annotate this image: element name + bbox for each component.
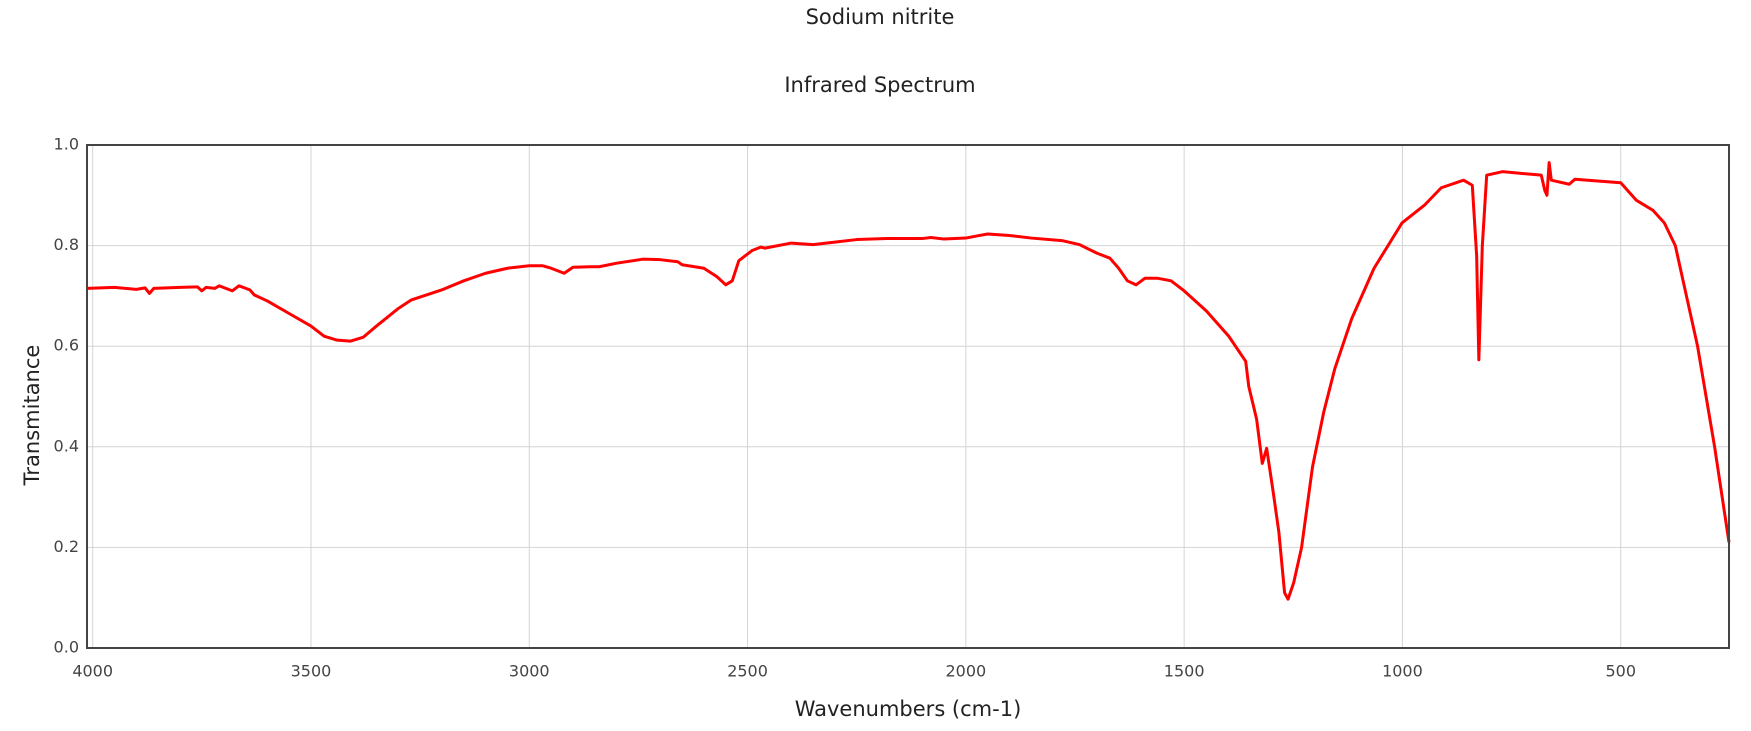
x-tick-label: 2500 <box>727 662 768 681</box>
spectrum-line <box>86 161 1731 601</box>
y-tick-label: 0.8 <box>54 235 79 254</box>
y-tick-label: 0.4 <box>54 436 79 455</box>
y-axis-label: Transmitance <box>20 345 44 487</box>
x-tick-label: 1000 <box>1382 662 1423 681</box>
x-tick-label: 3500 <box>291 662 332 681</box>
plot-frame <box>86 144 1730 649</box>
x-axis-label: Wavenumbers (cm-1) <box>795 697 1022 721</box>
x-tick-label: 500 <box>1605 662 1636 681</box>
x-tick-label: 3000 <box>509 662 550 681</box>
x-tick-label: 4000 <box>72 662 113 681</box>
y-tick-label: 1.0 <box>54 135 79 154</box>
y-tick-label: 0.0 <box>54 638 79 657</box>
y-tick-label: 0.2 <box>54 537 79 556</box>
chart-title: Sodium nitrite <box>806 5 955 29</box>
y-tick-label: 0.6 <box>54 336 79 355</box>
x-tick-label: 1500 <box>1164 662 1205 681</box>
chart-subtitle: Infrared Spectrum <box>784 73 975 97</box>
x-tick-label: 2000 <box>945 662 986 681</box>
